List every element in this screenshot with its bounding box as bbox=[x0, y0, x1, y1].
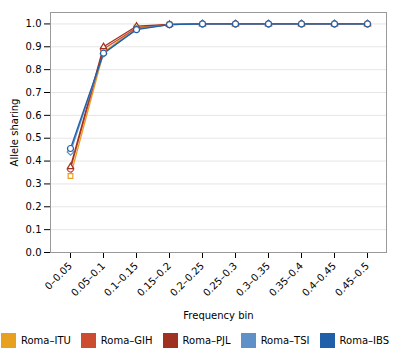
svg-text:0.3: 0.3 bbox=[26, 178, 42, 189]
svg-text:0.8: 0.8 bbox=[26, 64, 42, 75]
svg-text:0.4: 0.4 bbox=[26, 155, 42, 166]
svg-text:0.0: 0.0 bbox=[26, 247, 42, 258]
svg-text:0.2: 0.2 bbox=[26, 201, 42, 212]
svg-text:0.9: 0.9 bbox=[26, 41, 42, 52]
html-text:Roma–IBS: Roma–IBS bbox=[339, 335, 389, 346]
svg-text:0.7: 0.7 bbox=[26, 87, 42, 98]
svg-text:0.2–0.25: 0.2–0.25 bbox=[168, 260, 206, 298]
svg-text:0.15–0.2: 0.15–0.2 bbox=[135, 260, 173, 298]
svg-text:0.45–0.5: 0.45–0.5 bbox=[333, 260, 371, 298]
svg-text:Frequency bin: Frequency bin bbox=[183, 310, 253, 321]
svg-text:0.4–0.45: 0.4–0.45 bbox=[300, 260, 338, 298]
svg-text:0–0.05: 0–0.05 bbox=[43, 260, 75, 292]
svg-text:0.25–0.3: 0.25–0.3 bbox=[201, 260, 239, 298]
svg-text:0.3–0.35: 0.3–0.35 bbox=[234, 260, 272, 298]
html-text:Roma–TSI: Roma–TSI bbox=[260, 335, 310, 346]
svg-text:0.6: 0.6 bbox=[26, 110, 42, 121]
html-text:Roma–ITU: Roma–ITU bbox=[21, 335, 71, 346]
svg-text:1.0: 1.0 bbox=[26, 18, 42, 29]
html-text:Roma–PJL: Roma–PJL bbox=[182, 335, 231, 346]
svg-text:Allele sharing: Allele sharing bbox=[9, 99, 20, 167]
svg-text:0.05–0.1: 0.05–0.1 bbox=[69, 260, 107, 298]
svg-text:0.1: 0.1 bbox=[26, 224, 42, 235]
html-text:Roma–GIH: Roma–GIH bbox=[100, 335, 153, 346]
svg-text:0.1–0.15: 0.1–0.15 bbox=[102, 260, 140, 298]
svg-text:0.5: 0.5 bbox=[26, 132, 42, 143]
svg-text:0.35–0.4: 0.35–0.4 bbox=[267, 260, 305, 298]
